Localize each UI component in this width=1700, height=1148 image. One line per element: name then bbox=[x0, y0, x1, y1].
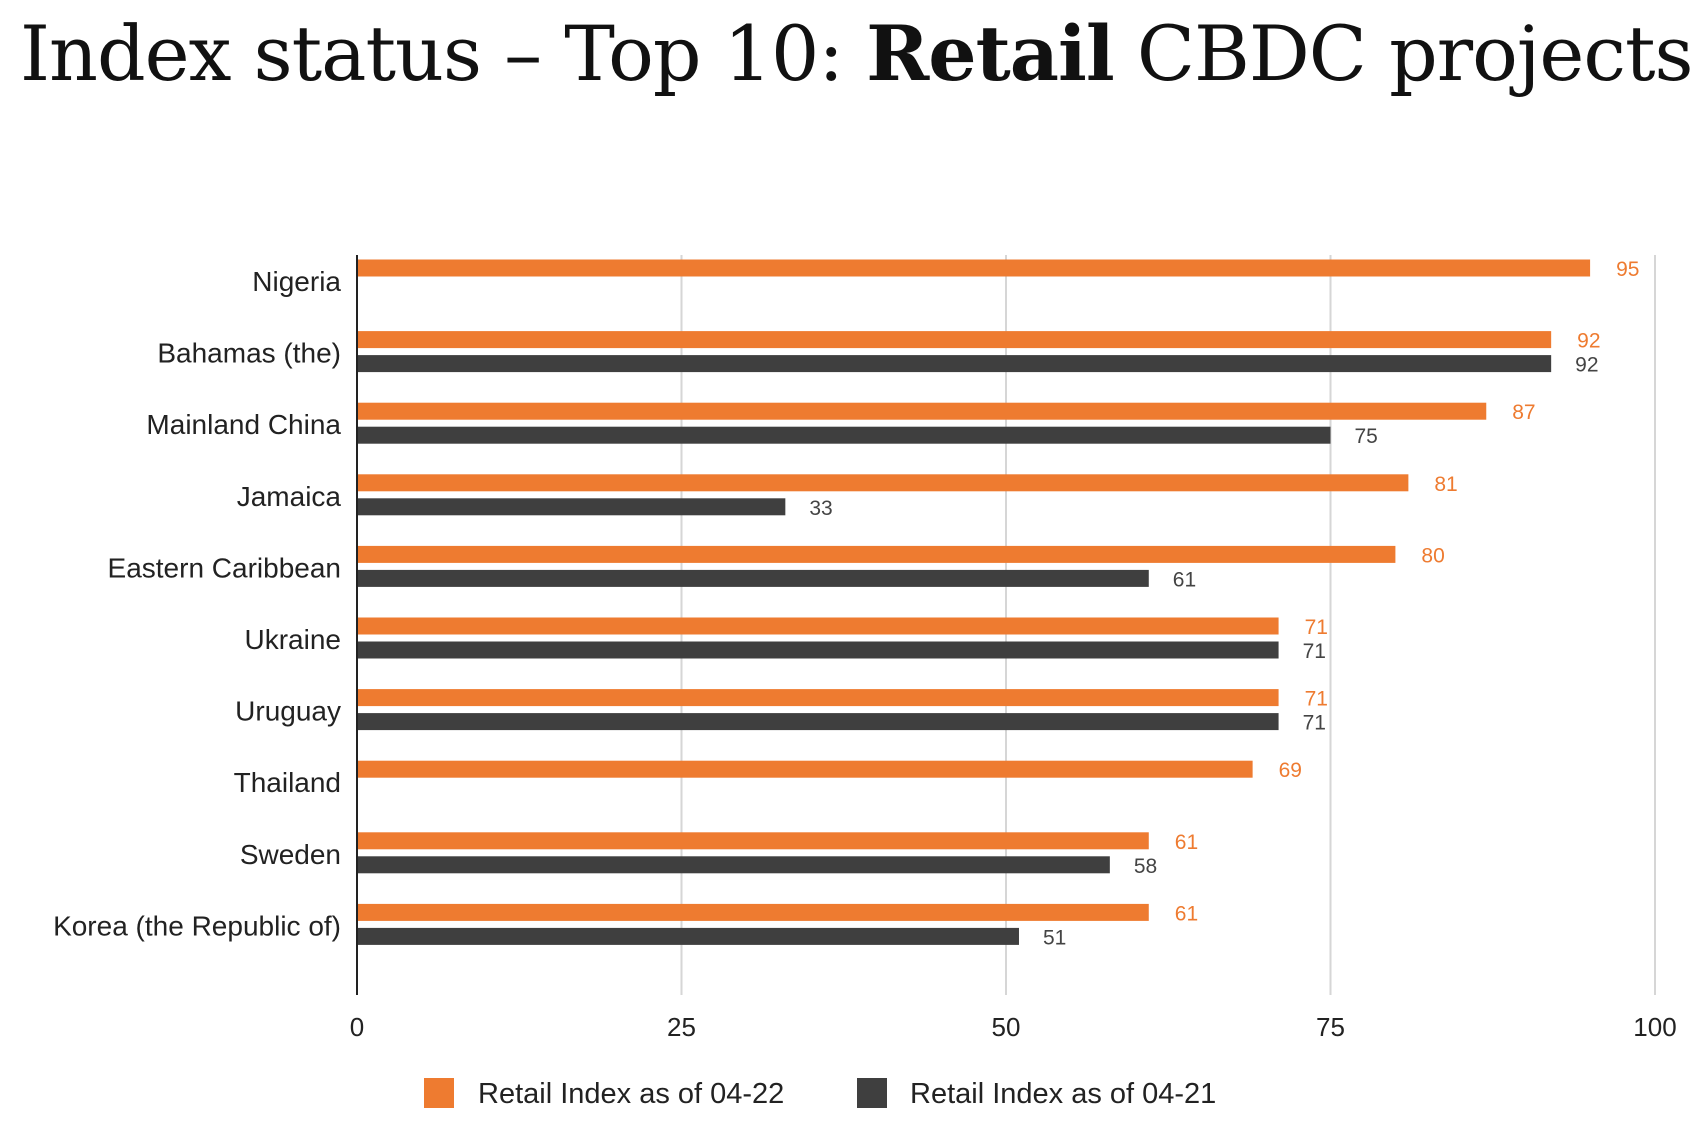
category-label-bahamas-the: Bahamas (the) bbox=[157, 338, 341, 369]
bar-2022-jamaica bbox=[357, 474, 1409, 492]
bar-2021-uruguay bbox=[357, 713, 1279, 731]
x-axis-ticks: 0 25 50 75 100 bbox=[350, 1012, 1677, 1042]
page-title: Index status – Top 10: Retail CBDC proje… bbox=[20, 14, 1694, 94]
value-label-2022-jamaica: 81 bbox=[1434, 473, 1457, 496]
category-label-nigeria: Nigeria bbox=[252, 266, 341, 297]
bars bbox=[357, 259, 1591, 945]
category-label-eastern-caribbean: Eastern Caribbean bbox=[108, 552, 341, 583]
x-tick-label-100: 100 bbox=[1633, 1012, 1676, 1042]
legend-label-2021: Retail Index as of 04-21 bbox=[910, 1078, 1216, 1110]
bar-2022-ukraine bbox=[357, 617, 1279, 635]
bar-2022-uruguay bbox=[357, 689, 1279, 707]
value-label-2022-sweden: 61 bbox=[1175, 831, 1198, 854]
value-label-2021-sweden: 58 bbox=[1134, 855, 1157, 878]
bar-2022-bahamas-the bbox=[357, 331, 1552, 349]
bar-2021-eastern-caribbean bbox=[357, 569, 1149, 587]
category-label-mainland-china: Mainland China bbox=[146, 409, 341, 440]
category-label-uruguay: Uruguay bbox=[235, 696, 341, 727]
x-tick-label-0: 0 bbox=[350, 1012, 364, 1042]
value-label-2021-mainland-china: 75 bbox=[1355, 425, 1378, 448]
legend-swatch-2022 bbox=[424, 1078, 454, 1108]
value-label-2022-korea-the-republic-of: 61 bbox=[1175, 902, 1198, 925]
x-tick-label-25: 25 bbox=[667, 1012, 696, 1042]
value-label-2022-nigeria: 95 bbox=[1616, 258, 1639, 281]
title-suffix: CBDC projects bbox=[1113, 9, 1694, 98]
value-label-2021-korea-the-republic-of: 51 bbox=[1043, 926, 1066, 949]
bar-2021-sweden bbox=[357, 856, 1110, 874]
value-label-2021-uruguay: 71 bbox=[1303, 712, 1326, 735]
value-label-2022-ukraine: 71 bbox=[1305, 616, 1328, 639]
x-tick-label-50: 50 bbox=[992, 1012, 1021, 1042]
value-label-2021-eastern-caribbean: 61 bbox=[1173, 568, 1196, 591]
category-labels: Nigeria Bahamas (the) Mainland China Jamaic… bbox=[53, 266, 341, 941]
legend-label-2022: Retail Index as of 04-22 bbox=[478, 1078, 784, 1110]
x-tick-label-75: 75 bbox=[1316, 1012, 1345, 1042]
category-label-thailand: Thailand bbox=[234, 767, 341, 798]
bar-2022-nigeria bbox=[357, 259, 1591, 277]
bar-2021-jamaica bbox=[357, 498, 786, 516]
value-label-2022-bahamas-the: 92 bbox=[1577, 330, 1600, 353]
bar-2022-eastern-caribbean bbox=[357, 545, 1396, 563]
value-label-2021-jamaica: 33 bbox=[809, 497, 832, 520]
category-label-korea-the-republic-of: Korea (the Republic of) bbox=[53, 910, 341, 941]
bar-2021-bahamas-the bbox=[357, 355, 1552, 373]
bar-2022-sweden bbox=[357, 832, 1149, 850]
bar-2022-thailand bbox=[357, 760, 1253, 778]
legend: Retail Index as of 04-22 Retail Index as … bbox=[424, 1078, 1216, 1110]
title-strong: Retail bbox=[866, 9, 1115, 98]
value-label-2022-uruguay: 71 bbox=[1305, 688, 1328, 711]
value-label-2022-thailand: 69 bbox=[1279, 759, 1302, 782]
bar-2021-ukraine bbox=[357, 641, 1279, 659]
bar-2022-korea-the-republic-of bbox=[357, 903, 1149, 921]
category-label-jamaica: Jamaica bbox=[237, 481, 342, 512]
bar-2021-korea-the-republic-of bbox=[357, 927, 1019, 945]
bar-2021-mainland-china bbox=[357, 426, 1331, 444]
category-label-ukraine: Ukraine bbox=[245, 624, 341, 655]
category-label-sweden: Sweden bbox=[240, 839, 341, 870]
legend-swatch-2021 bbox=[857, 1078, 887, 1108]
title-prefix: Index status – Top 10: bbox=[20, 9, 867, 98]
value-label-2022-eastern-caribbean: 80 bbox=[1421, 544, 1444, 567]
value-label-2021-bahamas-the: 92 bbox=[1575, 354, 1598, 377]
bar-2022-mainland-china bbox=[357, 402, 1487, 420]
value-label-2021-ukraine: 71 bbox=[1303, 640, 1326, 663]
value-label-2022-mainland-china: 87 bbox=[1512, 401, 1535, 424]
